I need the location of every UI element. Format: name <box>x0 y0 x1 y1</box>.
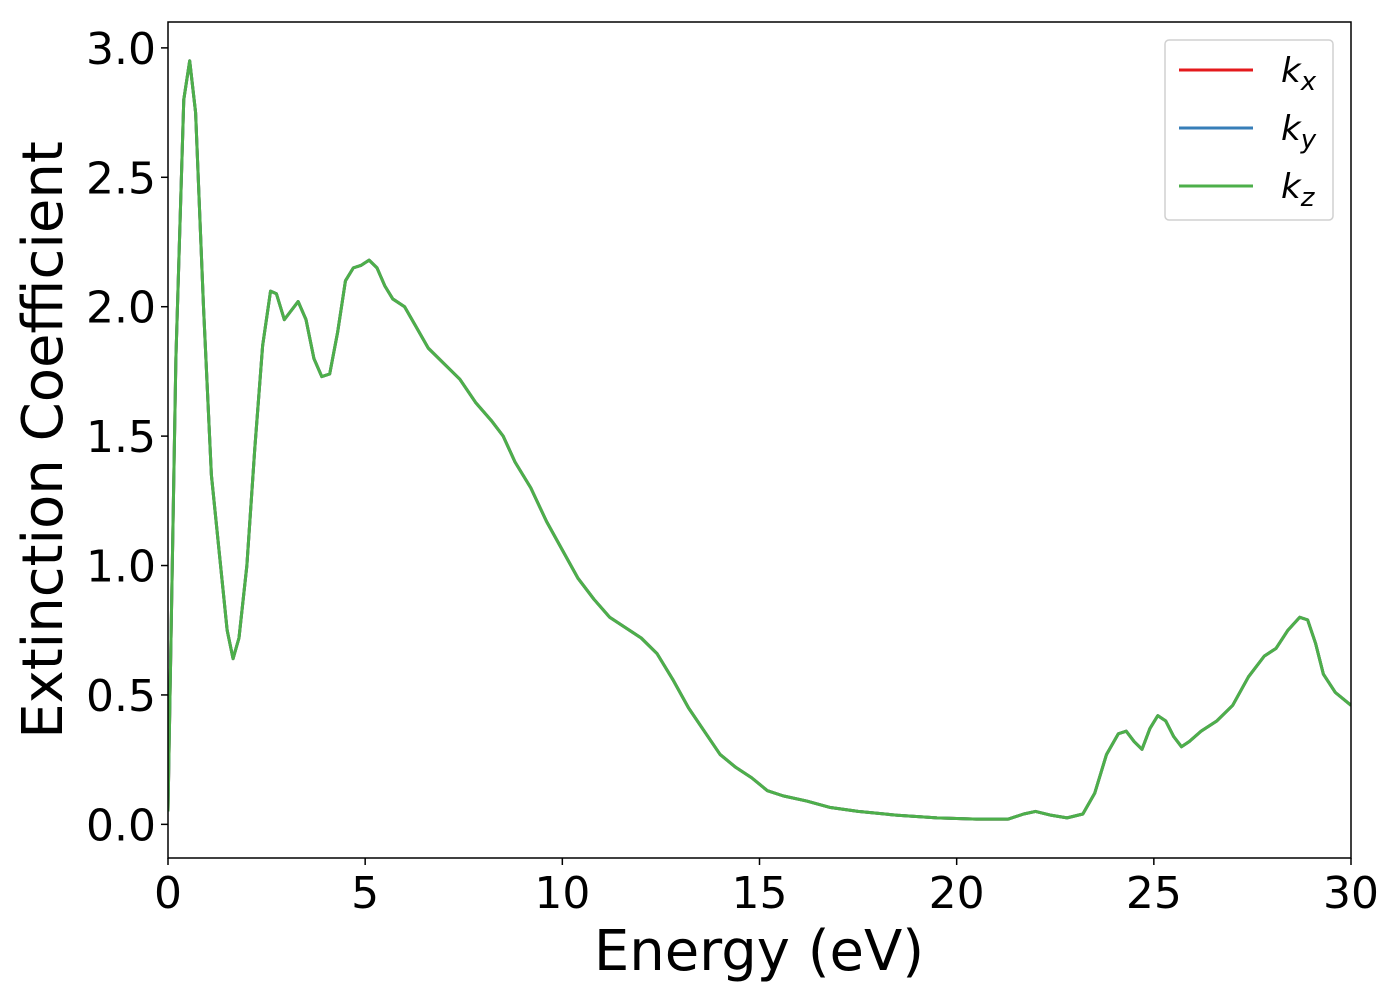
plot-frame <box>167 21 1352 859</box>
x-tick-label: 30 <box>1323 868 1379 919</box>
y-tick-label: 1.0 <box>86 542 156 593</box>
legend-box <box>1164 39 1334 221</box>
plot-area <box>168 22 1351 858</box>
legend-label: kx <box>1281 51 1317 97</box>
y-tick-label: 3.0 <box>86 24 156 75</box>
x-axis-label: Energy (eV) <box>594 919 924 984</box>
x-tick-label: 5 <box>351 868 379 919</box>
y-axis-label: Extinction Coefficient <box>11 141 76 739</box>
data-line <box>168 59 1351 821</box>
x-tick-label: 15 <box>732 868 788 919</box>
x-tick-label: 0 <box>154 868 182 919</box>
x-tick-label: 20 <box>929 868 985 919</box>
y-tick-label: 2.0 <box>86 283 156 334</box>
y-tick-label: 1.5 <box>86 412 156 463</box>
legend-label: kz <box>1281 167 1316 213</box>
legend-label: ky <box>1281 109 1317 155</box>
y-tick-label: 2.5 <box>86 153 156 204</box>
x-tick-label: 10 <box>534 868 590 919</box>
y-tick-label: 0.5 <box>86 671 156 722</box>
series-group <box>168 59 1351 821</box>
y-tick-label: 0.0 <box>86 800 156 851</box>
x-tick-label: 25 <box>1126 868 1182 919</box>
